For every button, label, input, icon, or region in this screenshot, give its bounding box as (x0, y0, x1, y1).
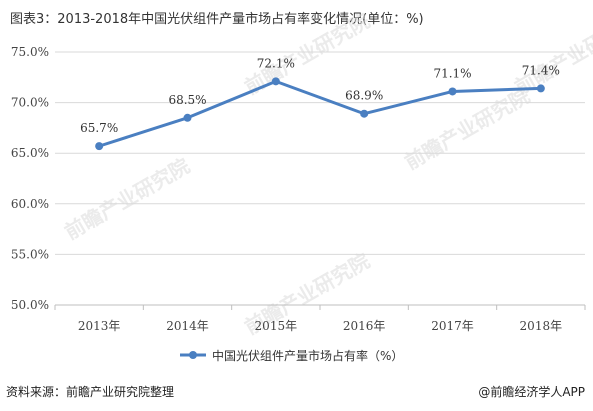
data-label: 65.7% (80, 121, 118, 135)
y-tick-label: 65.0% (11, 146, 49, 160)
data-point (95, 142, 104, 151)
data-point (360, 109, 369, 118)
legend-swatch-marker (189, 351, 197, 359)
x-tick-label: 2016年 (343, 319, 386, 333)
series-layer: 65.7% 68.5% 72.1% 68.9% 71.1% 71.4% (80, 56, 560, 151)
data-point (536, 84, 545, 93)
legend: 中国光伏组件产量市场占有率（%） (180, 348, 403, 363)
watermark-text: 前瞻产业研究院 (241, 9, 374, 100)
brand-credit: @前瞻经济学人APP (478, 385, 585, 399)
data-label: 71.4% (522, 63, 560, 77)
x-tick-label: 2013年 (78, 319, 121, 333)
watermark-text: 前瞻产业研究院 (61, 154, 194, 245)
data-label: 72.1% (257, 56, 295, 70)
y-axis: 50.0% 55.0% 60.0% 65.0% 70.0% 75.0% (11, 45, 49, 312)
x-axis: 2013年 2014年 2015年 2016年 2017年 2018年 (54, 304, 586, 333)
grid-lines (55, 51, 585, 255)
source-note: 资料来源：前瞻产业研究院整理 (6, 385, 175, 399)
watermark-text: 前瞻产业研究院 (511, 9, 593, 100)
x-tick-label: 2015年 (255, 319, 298, 333)
watermark-text: 前瞻产业研究院 (401, 84, 534, 175)
x-tick-label: 2017年 (431, 319, 474, 333)
data-point (271, 77, 280, 86)
data-label: 68.9% (345, 89, 383, 103)
x-tick-label: 2018年 (520, 319, 563, 333)
chart-title: 图表3：2013-2018年中国光伏组件产量市场占有率变化情况(单位：%) (10, 12, 424, 27)
data-point (448, 87, 457, 96)
legend-label: 中国光伏组件产量市场占有率（%） (212, 348, 403, 363)
data-label: 71.1% (433, 66, 471, 80)
y-tick-label: 55.0% (11, 247, 49, 261)
series-line (98, 79, 541, 148)
y-tick-label: 60.0% (11, 197, 49, 211)
y-tick-label: 70.0% (11, 96, 49, 110)
data-label: 68.5% (168, 93, 206, 107)
y-tick-label: 75.0% (11, 45, 49, 59)
data-point (183, 113, 192, 122)
y-tick-label: 50.0% (11, 298, 49, 312)
x-tick-label: 2014年 (166, 319, 209, 333)
